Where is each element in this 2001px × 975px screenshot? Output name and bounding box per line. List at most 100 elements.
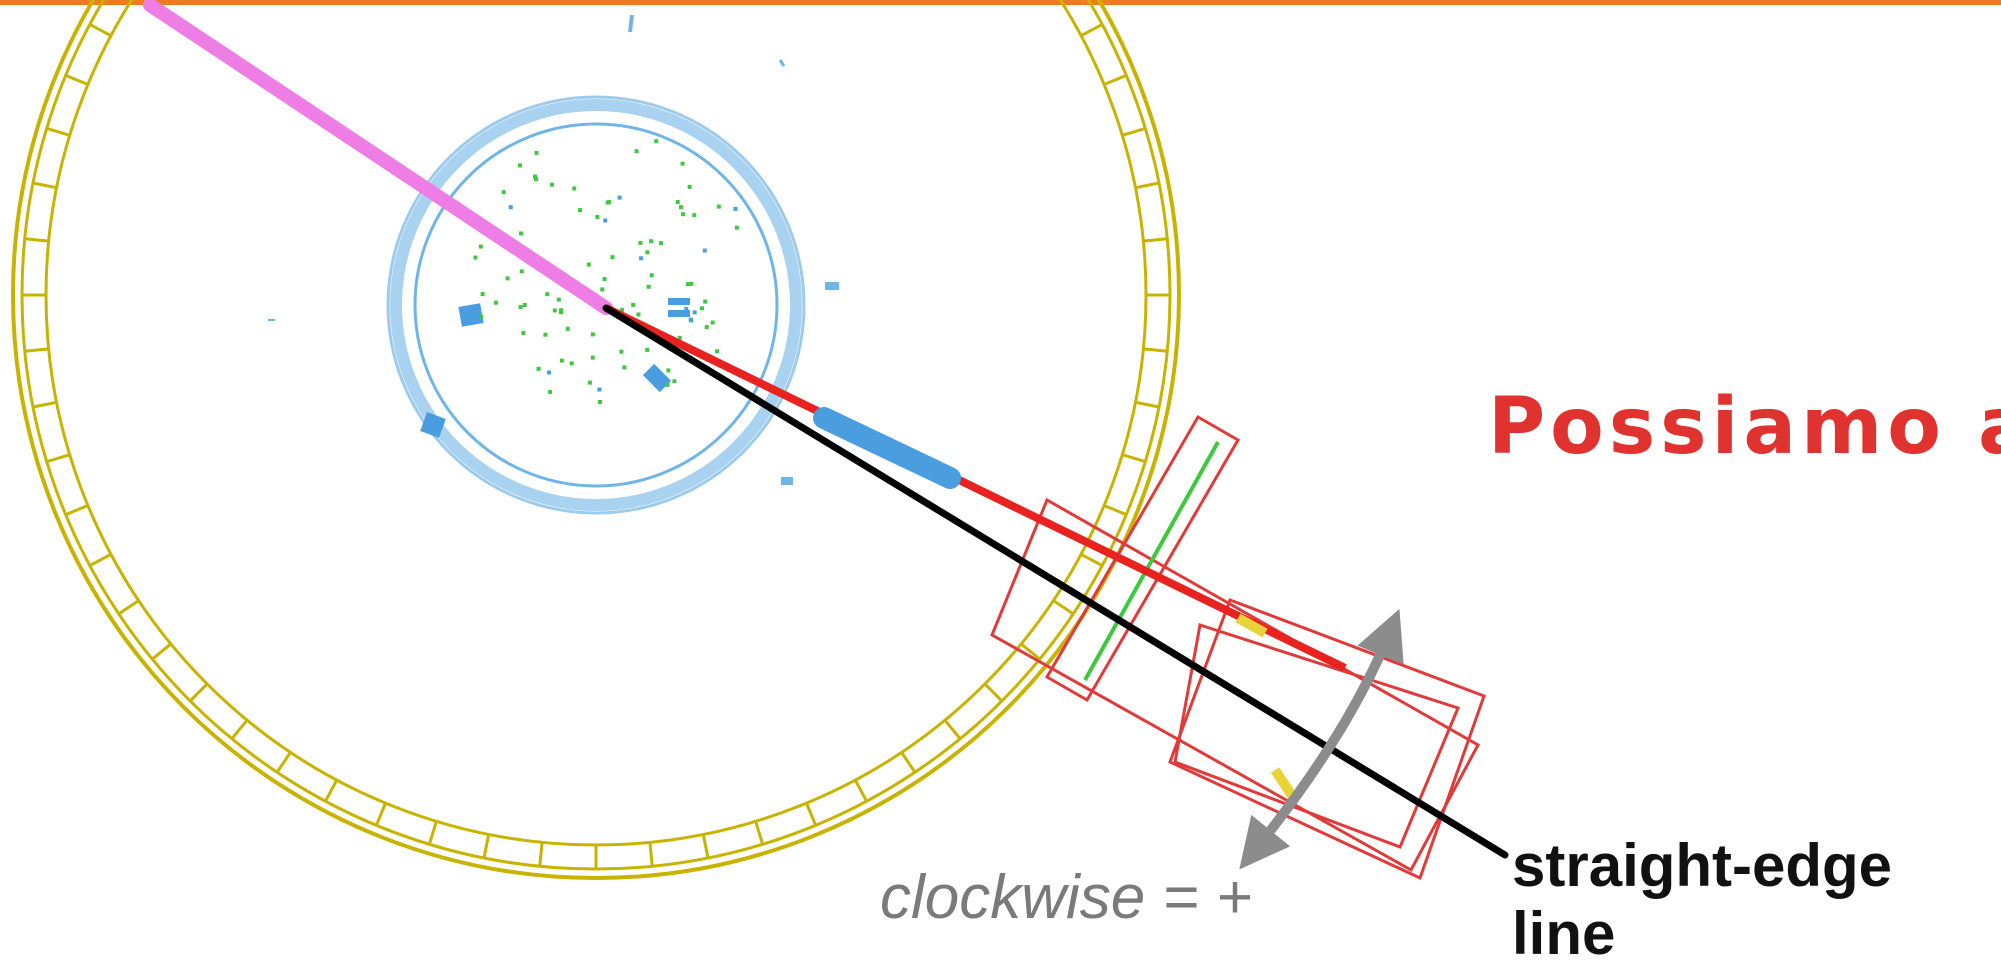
- tracker-hit: [578, 208, 583, 213]
- calorimeter-segment: [701, 834, 710, 859]
- tracker-hit: [534, 150, 539, 155]
- tracker-hit: [692, 213, 697, 218]
- tracker-hit: [666, 368, 671, 373]
- tracker-hit: [556, 297, 561, 302]
- calorimeter-segment: [374, 802, 387, 826]
- tracker-hit: [688, 317, 693, 322]
- tracker-hit: [572, 186, 577, 191]
- calorimeter-segment: [900, 751, 917, 774]
- tracker-hit: [521, 330, 526, 335]
- muon-chambers: [990, 414, 1486, 881]
- tracker-hit: [649, 239, 654, 244]
- tracker-hit: [479, 314, 484, 319]
- tracker-hit: [597, 399, 602, 404]
- rotation-arrow: [1239, 608, 1404, 870]
- tracker-hit: [636, 312, 641, 317]
- calorimeter-segment: [1020, 642, 1041, 661]
- tracker-hit: [687, 184, 692, 189]
- calorimeter-segment: [65, 73, 89, 86]
- tracker-hit: [501, 190, 506, 195]
- tracker-hit: [559, 310, 564, 315]
- tracker-hit: [638, 240, 643, 245]
- tracker-hit: [710, 320, 715, 325]
- calorimeter-segment: [89, 23, 112, 38]
- tracker-hit: [546, 370, 551, 375]
- calorimeter-segment: [1143, 347, 1168, 353]
- tracker-hit: [480, 292, 485, 297]
- calorimeter-segment: [754, 820, 765, 845]
- tracker-hit: [518, 304, 523, 309]
- headline: Possiamo a: [1488, 382, 2001, 472]
- tracker-hit: [675, 200, 680, 205]
- tracker-hit: [680, 161, 685, 166]
- calorimeter-segment: [24, 347, 49, 353]
- tracker-hit: [473, 255, 478, 260]
- calorimeter-segment: [853, 779, 868, 802]
- tracker-hit: [533, 174, 538, 179]
- calorimeter-segment: [89, 552, 112, 567]
- tracker-hit: [590, 332, 595, 337]
- tracker-hit: [665, 382, 670, 387]
- calorimeter-segment: [1052, 599, 1075, 616]
- tracker-hits: [473, 139, 739, 404]
- tracker-hit: [689, 281, 694, 286]
- muon-track: [604, 304, 1347, 672]
- tracker-hit: [519, 269, 524, 274]
- calorimeter-segment: [427, 820, 438, 845]
- tracker-hit: [659, 241, 664, 246]
- calorimeter-segment: [1121, 126, 1146, 137]
- straight-edge-line: [602, 304, 1509, 859]
- tracker-hit: [733, 206, 738, 211]
- accent-bar: [0, 0, 2001, 5]
- calorimeter-segment: [1080, 552, 1103, 567]
- tracker-hit: [508, 205, 513, 210]
- tracker-hit: [586, 262, 591, 267]
- electron-track: [143, 0, 613, 315]
- tracker-hit: [639, 256, 644, 261]
- straight-edge-label: straight-edge line: [1512, 832, 1893, 967]
- muon-chamber-hits: [1083, 441, 1220, 681]
- tracker-hit: [681, 212, 686, 217]
- calorimeter-segment: [46, 453, 71, 464]
- calorimeter-segment: [275, 751, 292, 774]
- tracker-hit: [587, 380, 592, 385]
- tracker-hit: [700, 306, 705, 311]
- tracker-hit: [685, 282, 690, 287]
- calorimeter-segment: [1135, 400, 1160, 409]
- calorimeter-segment: [32, 181, 57, 190]
- calorimeter-segment: [1121, 453, 1146, 464]
- tracker-hit: [522, 302, 527, 307]
- tracker-hit: [702, 248, 707, 253]
- calorimeter-segment: [324, 779, 339, 802]
- tracker-hit: [734, 225, 739, 230]
- tracker-hit: [602, 277, 607, 282]
- tracker-hit: [646, 284, 651, 289]
- tracker-hit: [703, 299, 708, 304]
- tracker-hit: [545, 292, 550, 297]
- tracker-hit: [519, 231, 524, 236]
- tracker-hit: [605, 200, 610, 205]
- tracker-hit: [517, 163, 522, 168]
- tracker-hit: [505, 276, 510, 281]
- calorimeter-segment: [943, 719, 962, 740]
- calorimeter-segment: [46, 126, 71, 137]
- calorimeter-segment: [1080, 23, 1103, 38]
- tracker-hit: [547, 389, 552, 394]
- tracker-hit: [533, 177, 538, 182]
- tracker-hit: [552, 308, 557, 313]
- tracker-hit: [716, 204, 721, 209]
- tracker-hit: [654, 139, 659, 144]
- calorimeter-segment: [983, 682, 1003, 702]
- tracker-hit: [649, 273, 654, 278]
- tracker-hit: [603, 218, 608, 223]
- tracker-hit: [684, 307, 689, 312]
- calorimeter-segment: [1103, 73, 1127, 86]
- calorimeter-segments: [22, 23, 1170, 869]
- tracker-hit: [590, 355, 595, 360]
- calorimeter-segment: [151, 642, 172, 661]
- calorimeter-segment: [1135, 181, 1160, 190]
- tracker-hit: [536, 366, 541, 371]
- calorimeter-segment: [117, 599, 140, 616]
- tracker-hit: [645, 347, 650, 352]
